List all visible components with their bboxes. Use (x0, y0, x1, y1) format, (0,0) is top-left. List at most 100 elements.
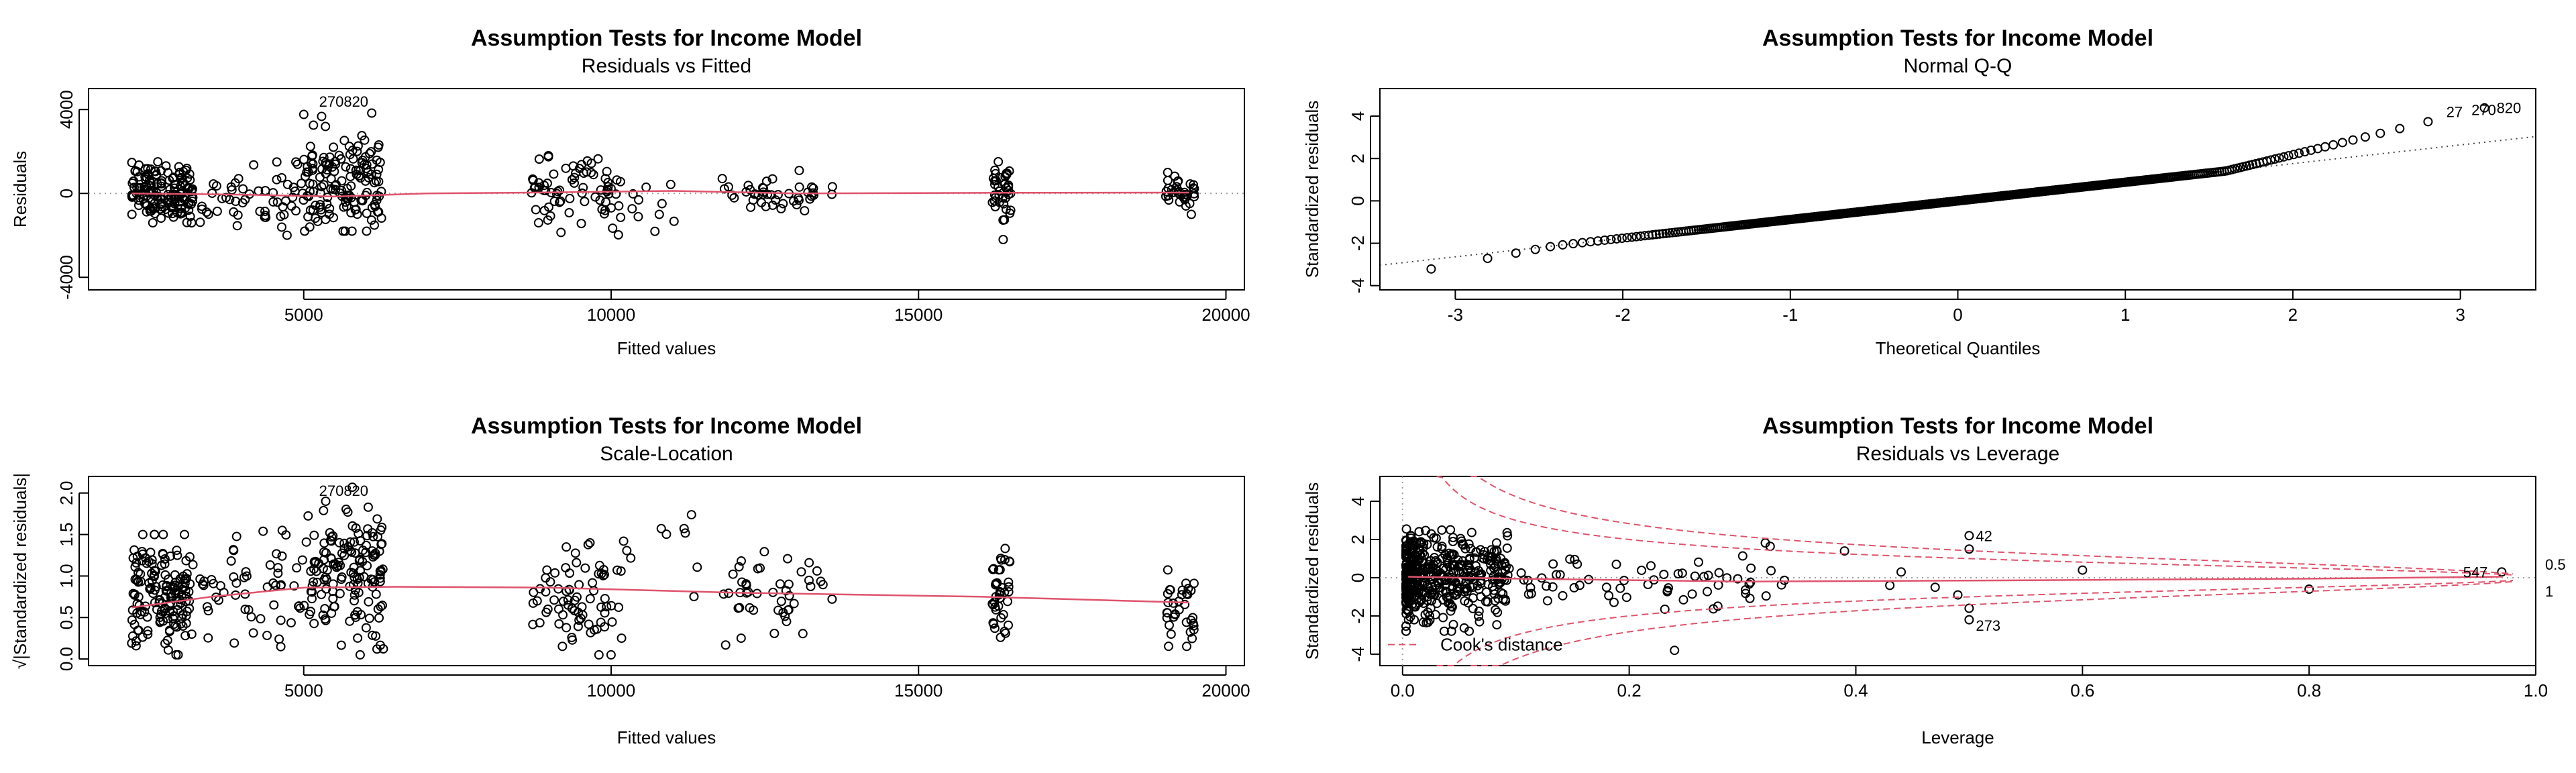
data-point (1648, 230, 1658, 240)
data-point (1408, 544, 1418, 554)
data-point (1664, 228, 1674, 238)
data-point (347, 482, 358, 493)
data-point (317, 182, 327, 192)
x-tick-label: 0.0 (1391, 680, 1415, 701)
data-point (355, 650, 365, 660)
data-point (1572, 559, 1582, 569)
data-point (349, 562, 359, 572)
data-point (1183, 584, 1193, 594)
data-point (1953, 590, 1963, 600)
data-point (1416, 537, 1426, 547)
data-point (272, 549, 282, 559)
data-point (1002, 170, 1012, 180)
data-point (238, 184, 248, 194)
data-point (1474, 566, 1484, 576)
data-point (262, 582, 272, 592)
data-point (614, 201, 624, 211)
data-point (1464, 553, 1474, 563)
x-tick-label: 10000 (587, 680, 635, 701)
data-point (368, 630, 378, 640)
data-point (1437, 544, 1447, 554)
data-point (1000, 628, 1010, 638)
data-point (276, 172, 286, 183)
data-point (361, 540, 371, 550)
data-point (339, 544, 350, 554)
data-point (1964, 603, 1974, 613)
data-point (565, 585, 575, 595)
data-point (335, 588, 345, 599)
data-point (156, 199, 166, 209)
data-point (1004, 582, 1014, 592)
data-point (796, 567, 806, 577)
data-point (1537, 573, 1547, 583)
data-point (182, 217, 192, 227)
data-point (689, 592, 699, 602)
data-point (1477, 553, 1487, 563)
data-point (1163, 191, 1173, 201)
data-point (654, 209, 664, 219)
data-point (133, 592, 144, 602)
data-point (1448, 619, 1458, 629)
data-point (619, 536, 629, 546)
data-point (367, 527, 377, 537)
data-point (990, 602, 1000, 612)
data-point (197, 204, 207, 214)
data-point (1419, 570, 1429, 580)
data-point (1577, 238, 1587, 248)
data-point (1409, 615, 1419, 625)
data-point (348, 580, 358, 590)
data-point (996, 613, 1006, 623)
data-point (1006, 205, 1016, 215)
data-point (561, 163, 571, 173)
data-point (1418, 617, 1428, 627)
data-point (1425, 586, 1435, 596)
data-point (140, 607, 150, 617)
data-point (344, 142, 354, 152)
data-point (363, 502, 373, 512)
data-point (377, 522, 387, 532)
data-point (1593, 236, 1603, 246)
data-point (804, 575, 814, 585)
data-point (767, 174, 777, 184)
y-tick-label: 0 (1348, 573, 1368, 582)
data-point (281, 530, 291, 540)
data-point (729, 193, 739, 203)
data-point (360, 135, 370, 145)
data-point (174, 168, 184, 178)
data-point (1414, 539, 1424, 549)
data-point (1565, 554, 1575, 564)
data-point (1492, 620, 1502, 630)
data-point (783, 554, 793, 564)
data-point (727, 190, 737, 200)
data-point (1964, 531, 1974, 541)
data-point (1413, 555, 1424, 565)
data-point (607, 617, 617, 627)
data-point (246, 612, 256, 622)
x-tick-label: 1.0 (2524, 680, 2548, 701)
data-point (577, 188, 587, 198)
data-point (989, 190, 1000, 200)
data-point (329, 142, 339, 152)
data-point (1168, 598, 1178, 608)
data-point (1004, 577, 1014, 587)
data-point (2375, 128, 2385, 138)
data-point (228, 545, 238, 555)
data-point (212, 206, 222, 216)
data-point (321, 160, 331, 170)
data-point (1500, 595, 1510, 605)
data-point (317, 589, 327, 599)
data-point (812, 566, 822, 576)
data-point (720, 640, 731, 650)
data-point (600, 205, 610, 215)
data-point (1703, 586, 1713, 597)
data-point (1930, 582, 1940, 592)
data-point (1733, 574, 1743, 584)
data-point (231, 531, 241, 542)
data-point (565, 568, 575, 578)
data-point (990, 168, 1000, 178)
data-point (568, 604, 578, 614)
data-point (827, 189, 837, 199)
data-point (549, 197, 559, 207)
data-point (349, 537, 359, 547)
data-point (279, 210, 289, 220)
